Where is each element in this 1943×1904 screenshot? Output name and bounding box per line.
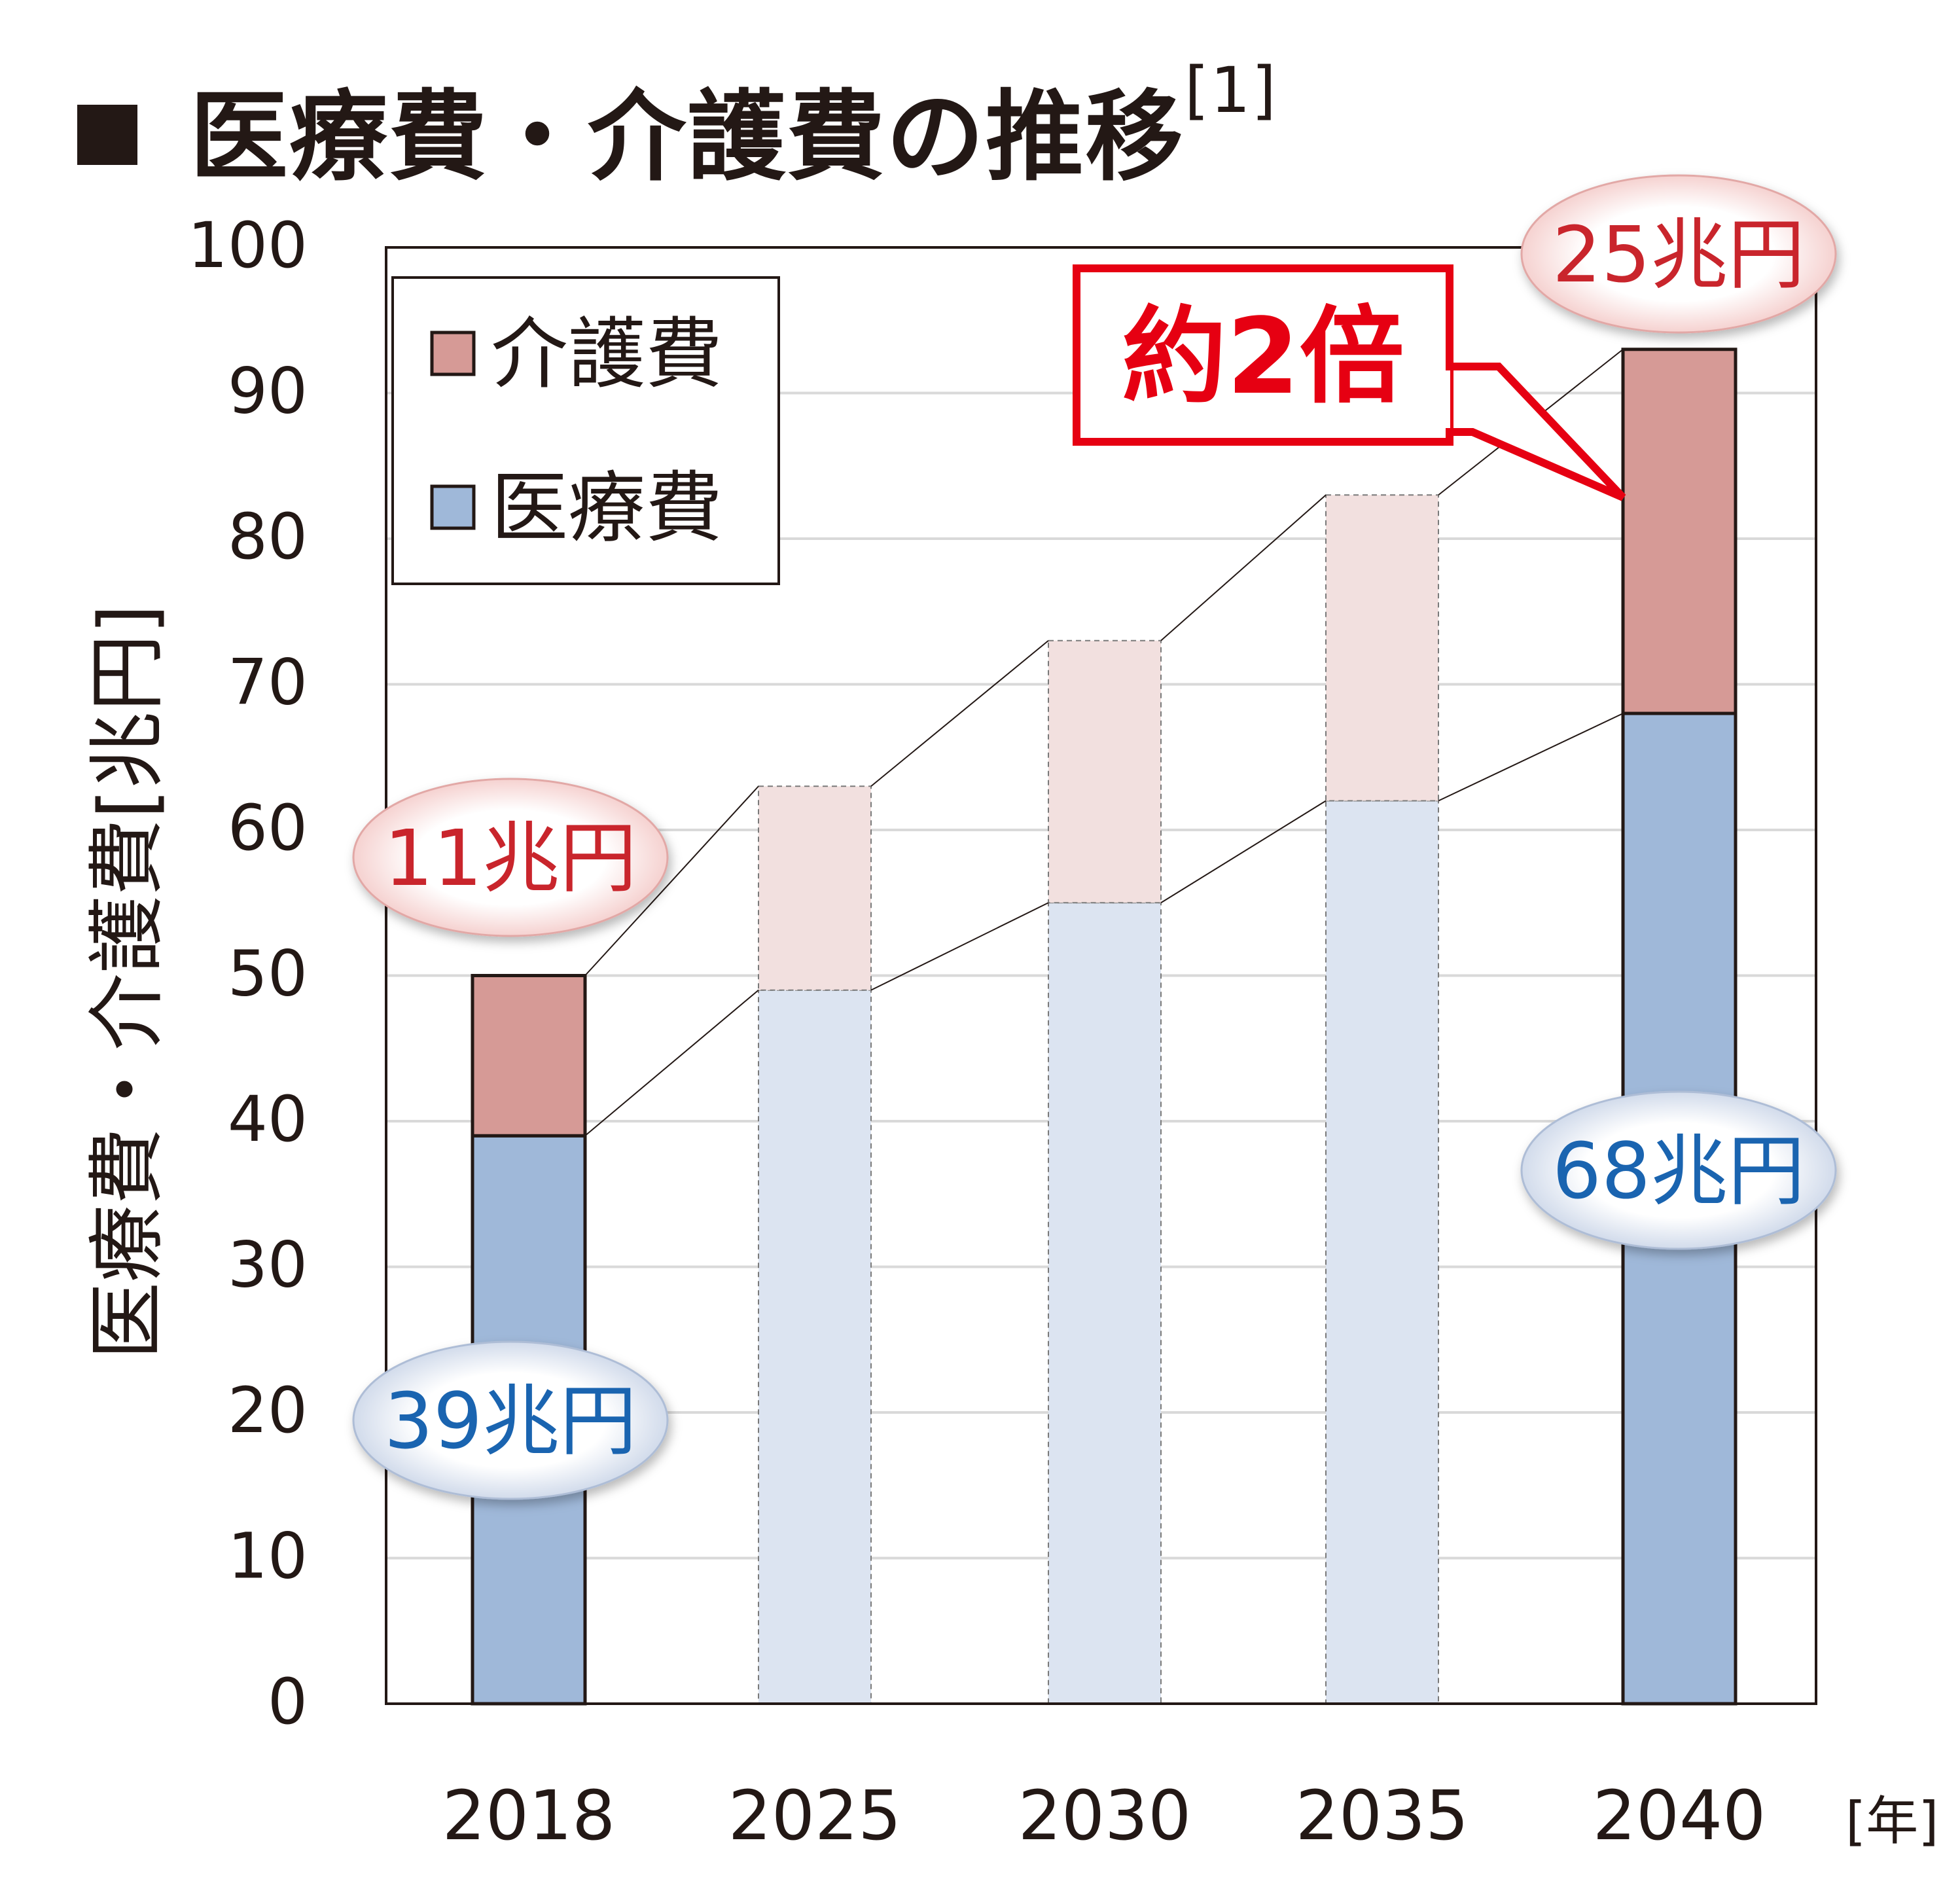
- legend-swatch: [430, 331, 476, 376]
- y-tick-label: 90: [228, 355, 308, 428]
- connector-medical: [584, 989, 759, 1137]
- bar-care-2040: [1621, 348, 1738, 715]
- y-tick-label: 80: [228, 500, 308, 573]
- y-tick-label: 0: [268, 1665, 308, 1738]
- x-tick-label: 2025: [728, 1776, 902, 1856]
- bar-medical-2035: [1325, 800, 1439, 1704]
- connector-total: [584, 785, 759, 977]
- bar-medical-2025: [758, 989, 872, 1704]
- connector-medical: [1438, 713, 1624, 802]
- value-label: 68兆円: [1552, 1126, 1805, 1216]
- x-tick-label: 2018: [442, 1776, 616, 1856]
- legend-swatch: [430, 484, 476, 530]
- multiplier-label: 約2倍: [1122, 295, 1404, 418]
- y-tick-label: 60: [228, 791, 308, 865]
- bar-care-2018: [471, 974, 587, 1138]
- x-tick-label: 2040: [1593, 1776, 1766, 1856]
- x-axis-unit: [年]: [1845, 1791, 1938, 1852]
- chart-title-ref: [1]: [1185, 54, 1277, 127]
- chart-title: 医療費・介護費の推移[1]: [77, 54, 1277, 200]
- title-square-icon: [77, 104, 137, 165]
- y-tick-label: 30: [228, 1229, 308, 1302]
- bar-care-2035: [1325, 494, 1439, 802]
- y-tick-label: 50: [228, 937, 308, 1011]
- bar-care-2025: [758, 785, 872, 991]
- legend-label: 医療費: [491, 463, 722, 553]
- y-tick-label: 20: [228, 1374, 308, 1447]
- y-tick-label: 100: [188, 209, 308, 282]
- connector-medical: [1160, 800, 1327, 904]
- value-callout: [1520, 174, 1837, 334]
- value-callout: [352, 778, 669, 937]
- connector-total: [870, 639, 1049, 787]
- legend-label: 介護費: [491, 309, 722, 399]
- chart-title-text: 医療費・介護費の推移: [190, 81, 1185, 194]
- bar-care-2030: [1048, 639, 1162, 904]
- legend-box: [391, 276, 780, 585]
- value-callout: [1520, 1090, 1837, 1250]
- value-label: 25兆円: [1552, 209, 1805, 300]
- y-tick-label: 40: [228, 1083, 308, 1156]
- plot-frame: [385, 246, 1817, 1705]
- x-tick-label: 2030: [1018, 1776, 1192, 1856]
- y-tick-label: 10: [228, 1520, 308, 1593]
- bar-medical-2030: [1048, 902, 1162, 1704]
- value-label: 11兆円: [384, 813, 637, 903]
- multiplier-box: [1073, 264, 1453, 446]
- connector-total: [1160, 494, 1327, 641]
- multiplier-pointer: [1436, 363, 1626, 501]
- y-axis-label: 医療費・介護費[兆円]: [82, 604, 172, 1359]
- x-tick-label: 2035: [1296, 1776, 1469, 1856]
- y-tick-label: 70: [228, 646, 308, 719]
- value-label: 39兆円: [384, 1376, 637, 1466]
- connector-medical: [870, 902, 1049, 991]
- value-callout: [352, 1340, 669, 1500]
